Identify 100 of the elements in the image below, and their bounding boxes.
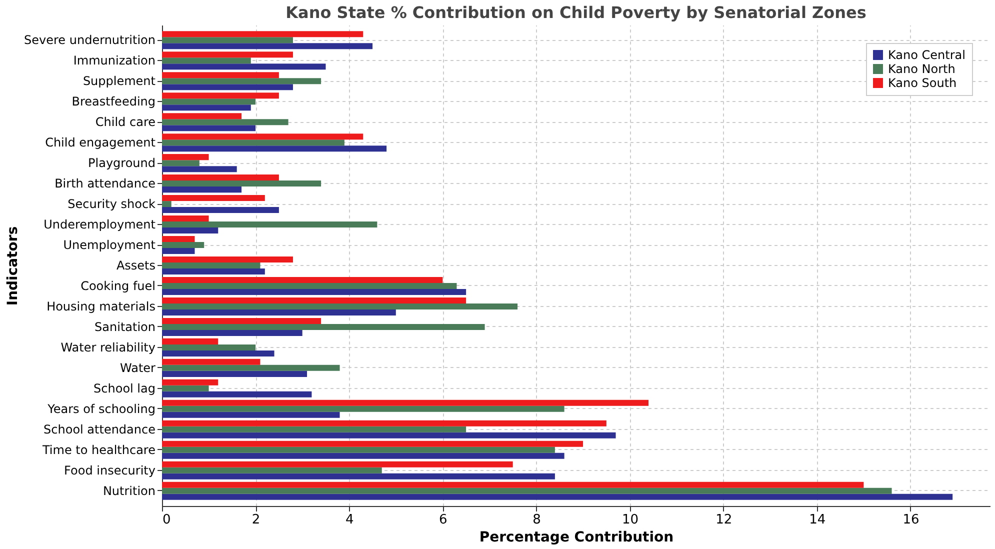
y-tick-label: Breastfeeding [72,94,156,109]
bar [162,297,466,304]
chart-title: Kano State % Contribution on Child Poverty by Senatorial Zones [286,3,866,22]
bar [162,84,293,90]
bar [162,242,204,248]
bar [162,288,466,295]
bar [162,432,616,438]
bar [162,494,953,500]
bar [162,364,340,371]
bar [162,43,373,50]
bar [162,344,256,350]
bar [162,166,237,172]
bar [162,64,326,70]
bar [162,276,443,283]
y-tick-label: Assets [116,258,156,272]
bar [162,482,864,488]
x-tick-label: 16 [902,512,920,528]
bar [162,248,195,254]
bar [162,379,218,386]
bar [162,201,172,208]
bar [162,104,251,111]
y-tick-label: Severe undernutrition [24,33,156,48]
bar [162,72,279,78]
bar [162,358,260,365]
bar [162,98,256,105]
bar [162,391,312,398]
bar [162,467,382,474]
legend-label: Kano South [888,76,957,90]
bar [162,180,322,187]
bar [162,452,564,459]
y-tick-label: School lag [94,381,156,396]
y-axis-title: Indicators [5,226,22,306]
bar [162,228,218,234]
bar [162,207,279,214]
bar [162,406,564,412]
bar [162,426,466,432]
bar [162,473,555,480]
bar [162,303,518,310]
y-tick-label: Security shock [68,197,156,212]
bar [162,125,256,132]
x-axis-title: Percentage Contribution [479,530,674,546]
bar [162,420,606,426]
x-tick-label: 10 [622,512,639,528]
bar [162,446,555,453]
bar [162,282,457,289]
y-tick-label: Water reliability [60,340,156,354]
bar [162,31,364,38]
y-tick-label: Water [120,360,156,375]
bar [162,37,293,44]
bar [162,256,293,262]
bar [162,58,251,64]
bar [162,78,322,84]
bar [162,318,322,324]
bar [162,216,209,222]
bar [162,236,195,242]
bar [162,154,209,160]
bar [162,92,279,99]
bar [162,134,364,140]
y-tick-label: Housing materials [46,299,156,314]
y-tick-label: School attendance [44,422,156,436]
bar [162,113,242,120]
bar [162,160,200,166]
x-tick-label: 12 [716,512,732,528]
bar [162,262,260,269]
y-tick-label: Child engagement [45,136,156,150]
bar [162,186,242,193]
y-tick-label: Playground [88,156,156,170]
bar [162,52,293,58]
bar [162,370,308,377]
y-tick-label: Immunization [73,54,156,68]
bar [162,440,584,447]
bar [162,330,302,336]
legend-label: Kano North [888,62,956,76]
bar [162,146,387,152]
bar [162,268,265,275]
bar [162,324,485,330]
x-tick-label: 6 [439,512,448,528]
bar [162,309,396,316]
bar [162,174,279,181]
bar [162,385,209,392]
x-tick-label: 4 [345,512,354,528]
legend-label: Kano Central [888,48,966,62]
y-tick-label: Unemployment [63,238,156,252]
y-tick-label: Food insecurity [64,463,156,478]
x-tick-label: 0 [162,512,171,528]
bar [162,195,265,202]
y-tick-label: Cooking fuel [80,278,156,293]
bar [162,400,649,406]
bar [162,412,340,418]
y-tick-label: Years of schooling [46,402,156,416]
bar [162,488,892,494]
bar [162,461,513,468]
x-tick-label: 8 [532,512,541,528]
bar [162,338,218,344]
y-tick-label: Time to healthcare [41,442,156,457]
y-tick-label: Nutrition [102,484,156,498]
bar [162,119,288,126]
x-tick-label: 14 [809,512,826,528]
y-tick-label: Underemployment [44,218,156,232]
y-tick-label: Birth attendance [54,176,156,191]
